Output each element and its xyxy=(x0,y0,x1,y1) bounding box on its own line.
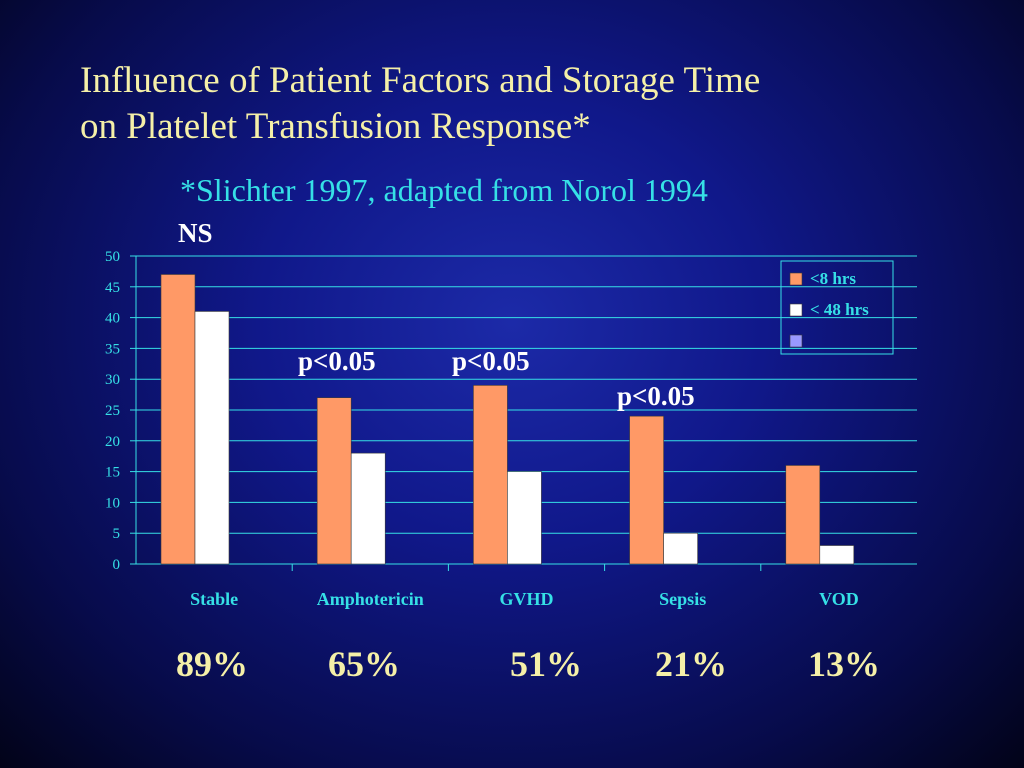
y-tick-label: 20 xyxy=(105,434,120,450)
bar-lt48hrs-gvhd xyxy=(507,471,542,565)
annotation-p-gvhd: p<0.05 xyxy=(452,346,530,376)
annotation-p-amphotericin: p<0.05 xyxy=(298,346,376,376)
slide-subtitle: *Slichter 1997, adapted from Norol 1994 xyxy=(180,172,708,208)
bar-lt48hrs-amphotericin xyxy=(350,452,386,565)
y-tick-label: 35 xyxy=(105,341,120,357)
y-tick-label: 25 xyxy=(105,403,120,419)
legend-swatch-2 xyxy=(789,303,803,317)
bar-lt8hrs-gvhd xyxy=(473,385,508,565)
bar-lt8hrs-sepsis xyxy=(629,415,664,565)
x-tick-label-vod: VOD xyxy=(819,589,859,609)
legend-box xyxy=(780,260,894,355)
slide-title-line-1: Influence of Patient Factors and Storage… xyxy=(80,60,761,101)
x-tick-label-gvhd: GVHD xyxy=(500,589,554,609)
y-tick-label: 45 xyxy=(105,280,120,296)
x-tick-label-stable: Stable xyxy=(190,589,238,609)
legend-label-2: < 48 hrs xyxy=(810,300,869,319)
x-tick-label-sepsis: Sepsis xyxy=(659,589,706,609)
bar-lt48hrs-stable xyxy=(194,311,230,565)
y-tick-label: 40 xyxy=(105,311,120,327)
y-tick-label: 0 xyxy=(113,557,121,573)
y-tick-label: 5 xyxy=(113,526,121,542)
bar-lt48hrs-sepsis xyxy=(663,532,698,565)
bar-lt48hrs-vod xyxy=(819,545,855,565)
y-tick-label: 15 xyxy=(105,465,120,481)
slide-title-line-2: on Platelet Transfusion Response* xyxy=(80,106,591,147)
y-tick-label: 30 xyxy=(105,372,120,388)
bar-lt8hrs-stable xyxy=(160,274,196,565)
bar-lt8hrs-vod xyxy=(785,465,821,565)
legend-swatch-3 xyxy=(789,334,803,348)
percentage-amphotericin: 65% xyxy=(328,644,400,684)
y-tick-label: 50 xyxy=(105,249,120,265)
x-tick-label-amphotericin: Amphotericin xyxy=(317,589,424,609)
percentage-vod: 13% xyxy=(808,644,880,684)
bar-lt8hrs-amphotericin xyxy=(316,397,352,565)
y-tick-label: 10 xyxy=(105,495,120,511)
legend-label-1: <8 hrs xyxy=(810,269,856,288)
annotation-ns: NS xyxy=(178,218,213,248)
legend-swatch-1 xyxy=(789,272,803,286)
percentage-gvhd: 51% xyxy=(510,644,582,684)
percentage-stable: 89% xyxy=(176,644,248,684)
slide-title: Influence of Patient Factors and Storage… xyxy=(80,58,980,150)
annotation-p-sepsis: p<0.05 xyxy=(617,381,695,411)
percentage-sepsis: 21% xyxy=(655,644,727,684)
